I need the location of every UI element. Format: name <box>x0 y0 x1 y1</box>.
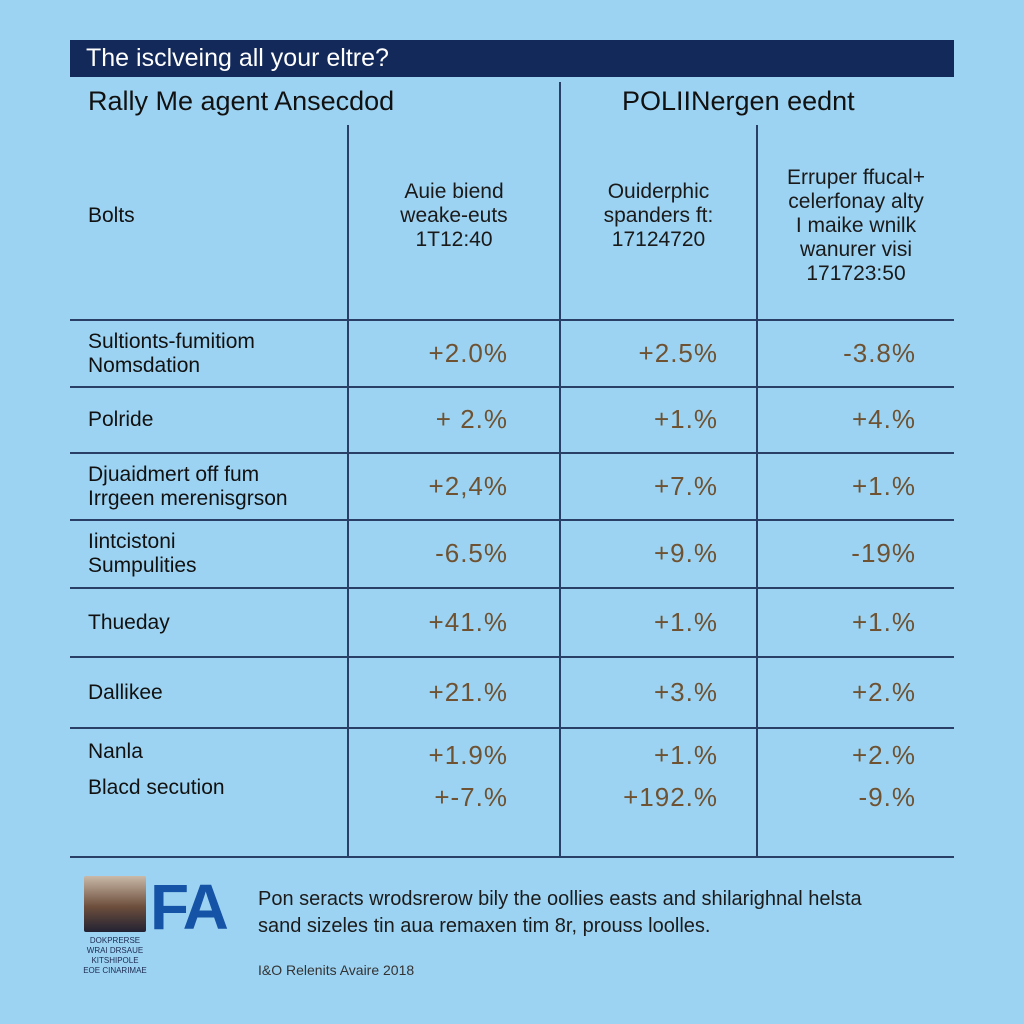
row-divider <box>70 727 954 729</box>
column-header-line: Erruper ffucal+ <box>787 166 925 189</box>
cell-value: +192.% <box>623 782 718 812</box>
column-header-line: 17124720 <box>611 228 706 251</box>
row-label: Nanla <box>88 740 143 763</box>
row-label: Thueday <box>88 610 170 634</box>
cell-value: +41.% <box>428 606 508 637</box>
column-header-line: I maike wnilk <box>795 214 917 237</box>
cell-value: +9.% <box>654 538 718 568</box>
cell-value: -19% <box>851 538 916 568</box>
row-label: Sultionts-fumitiom <box>88 329 255 353</box>
caption-line: EOE CINARIMAE <box>83 966 147 975</box>
row-divider <box>70 587 954 589</box>
row-label: Irrgeen merenisgrson <box>88 486 288 510</box>
corner-label: Bolts <box>88 204 135 227</box>
row-label: Nomsdation <box>88 353 201 377</box>
cell-value: -3.8% <box>843 337 916 368</box>
cell-value: +21.% <box>428 676 508 707</box>
cell-value: +2.0% <box>428 337 508 368</box>
cell-value: +4.% <box>852 404 916 434</box>
column-divider <box>756 125 758 857</box>
cell-value: -9.% <box>858 782 916 812</box>
cell-value: +2.% <box>852 740 916 770</box>
footer-text: Pon seracts wrodsrerow bily the oollies … <box>258 886 862 940</box>
column-header-line: 1T12:40 <box>415 228 493 251</box>
footer-line: Pon seracts wrodsrerow bily the oollies … <box>258 888 862 910</box>
caption-line: WRAI DRSAUE <box>86 946 144 955</box>
column-header-line: Auie biend <box>404 180 504 203</box>
row-divider <box>70 856 954 858</box>
column-header-line: wanurer visi <box>799 238 913 261</box>
portrait-photo <box>84 876 146 932</box>
footer-line: sand sizeles tin aua remaxen tim 8r, pro… <box>258 915 711 937</box>
row-divider <box>70 386 954 388</box>
cell-value: + 2.% <box>435 404 508 434</box>
right-heading: POLIINergen eednt <box>622 86 855 116</box>
credit: I&O Relenits Avaire 2018 <box>258 962 415 978</box>
cell-value: +1.% <box>852 470 916 501</box>
cell-value: +1.9% <box>428 740 508 770</box>
cell-value: +1.% <box>852 606 916 637</box>
cell-value: +2,4% <box>428 470 508 501</box>
column-header-line: celerfonay alty <box>788 190 924 213</box>
caption-line: KITSHIPOLE <box>91 956 139 965</box>
column-header-line: Ouiderphic <box>607 180 710 203</box>
row-divider <box>70 519 954 521</box>
row-label: Sumpulities <box>88 554 197 577</box>
cell-value: +1.% <box>654 606 718 637</box>
row-label: Polride <box>88 408 154 431</box>
column-header-line: weake-euts <box>400 204 508 227</box>
cell-value: +2.5% <box>638 337 718 368</box>
row-label: Dallikee <box>88 680 163 704</box>
cell-value: +1.% <box>654 404 718 434</box>
row-divider <box>70 452 954 454</box>
column-header: Ouiderphic spanders ft: 17124720 <box>561 180 756 252</box>
photo-caption: DOKPRERSE WRAI DRSAUE KITSHIPOLE EOE CINARI… <box>80 936 150 976</box>
column-header: Auie biend weake-euts 1T12:40 <box>349 180 559 252</box>
column-divider <box>347 125 349 857</box>
row-divider <box>70 656 954 658</box>
row-label: Iintcistoni <box>88 530 176 553</box>
caption-line: DOKPRERSE <box>89 936 141 945</box>
cell-value: +2.% <box>852 676 916 707</box>
column-header-line: spanders ft: <box>603 204 714 227</box>
row-label: Blacd secution <box>88 776 225 799</box>
logo: FA <box>150 871 229 943</box>
left-heading: Rally Me agent Ansecdod <box>88 86 395 116</box>
column-header-line: 171723:50 <box>806 262 906 285</box>
cell-value: +-7.% <box>434 782 508 812</box>
cell-value: +3.% <box>654 676 718 707</box>
row-divider <box>70 319 954 321</box>
column-header: Erruper ffucal+ celerfonay alty I maike wn… <box>758 166 954 286</box>
cell-value: -6.5% <box>435 538 508 568</box>
title-bar: The isclveing all your eltre? <box>70 40 954 77</box>
row-label: Djuaidmert off fum <box>88 462 260 486</box>
column-divider <box>559 82 561 857</box>
cell-value: +1.% <box>654 740 718 770</box>
cell-value: +7.% <box>654 470 718 501</box>
